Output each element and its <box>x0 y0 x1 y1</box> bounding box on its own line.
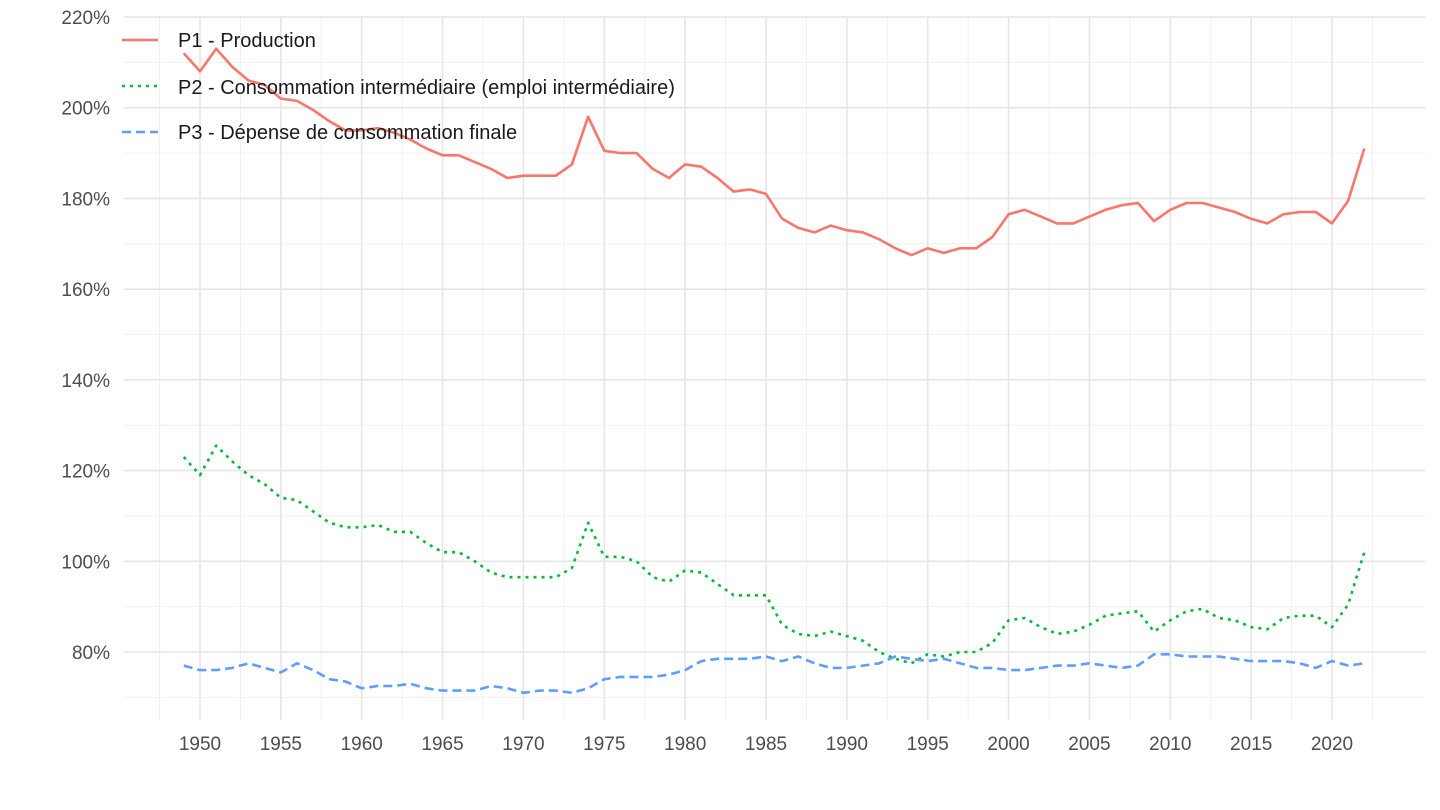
y-tick-label: 100% <box>61 552 110 573</box>
x-tick-label: 2020 <box>1311 734 1353 755</box>
x-tick-label: 1990 <box>826 734 868 755</box>
series-line-p2 <box>182 444 1366 665</box>
y-tick-label: 180% <box>61 189 110 210</box>
legend-label-p2: P2 - Consommation intermédiaire (emploi … <box>178 77 675 99</box>
x-axis-tick-labels: 1950 1955 1960 1965 1970 1975 1980 1985 1990 1995… <box>179 734 1353 755</box>
minor-gridlines <box>124 17 1425 720</box>
x-tick-label: 1995 <box>907 734 949 755</box>
x-tick-label: 1955 <box>260 734 302 755</box>
legend-item-p2: P2 - Consommation intermédiaire (emploi … <box>122 77 675 99</box>
y-tick-label: 160% <box>61 280 110 301</box>
x-tick-label: 2010 <box>1149 734 1191 755</box>
series-line-p1 <box>182 47 1366 257</box>
y-tick-label: 120% <box>61 462 110 483</box>
legend-item-p1: P1 - Production <box>122 30 316 52</box>
major-gridlines <box>124 16 1425 720</box>
x-tick-label: 1965 <box>421 734 463 755</box>
x-tick-label: 1975 <box>583 734 625 755</box>
x-tick-label: 1950 <box>179 734 221 755</box>
x-tick-label: 1980 <box>664 734 706 755</box>
series-line-p3 <box>183 652 1365 695</box>
y-tick-label: 200% <box>61 99 110 120</box>
y-tick-label: 80% <box>72 643 110 664</box>
x-tick-label: 2000 <box>987 734 1029 755</box>
y-axis-tick-labels: 80% 100% 120% 140% 160% 180% 200% 220% <box>61 8 110 664</box>
y-tick-label: 140% <box>61 371 110 392</box>
legend-item-p3: P3 - Dépense de consommation finale <box>122 122 517 144</box>
y-tick-label: 220% <box>61 8 110 29</box>
x-tick-label: 2005 <box>1068 734 1110 755</box>
x-tick-label: 1970 <box>502 734 544 755</box>
x-tick-label: 1960 <box>341 734 383 755</box>
legend: P1 - Production P2 - Consommation interm… <box>122 30 675 144</box>
series-lines <box>182 47 1366 695</box>
legend-label-p1: P1 - Production <box>178 30 316 52</box>
x-tick-label: 2015 <box>1230 734 1272 755</box>
x-tick-label: 1985 <box>745 734 787 755</box>
legend-label-p3: P3 - Dépense de consommation finale <box>178 122 517 144</box>
